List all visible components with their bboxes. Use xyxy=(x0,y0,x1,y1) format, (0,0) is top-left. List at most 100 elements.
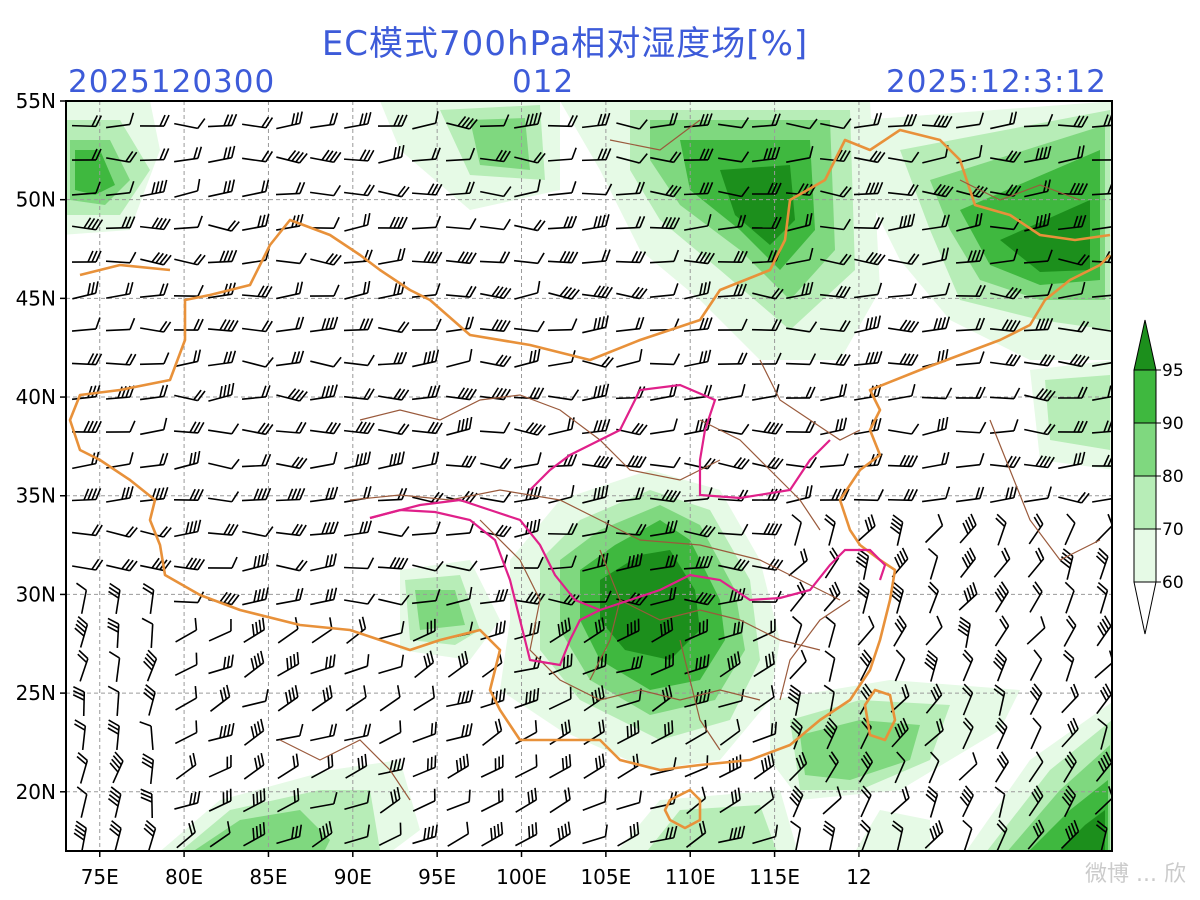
wind-barb xyxy=(139,352,170,366)
wind-barb xyxy=(173,421,205,434)
wind-barb xyxy=(615,181,646,196)
wind-barb xyxy=(411,183,443,196)
wind-barb xyxy=(445,181,475,196)
wind-barb xyxy=(717,318,748,331)
wind-barb xyxy=(717,523,749,536)
wind-barb xyxy=(107,617,120,649)
wind-barb xyxy=(275,350,305,367)
wind-barb xyxy=(825,751,839,783)
wind-barb xyxy=(1062,649,1075,682)
wind-barb xyxy=(853,217,885,230)
wind-barb xyxy=(854,315,882,334)
wind-barb xyxy=(378,281,406,300)
wind-barb xyxy=(751,590,782,603)
wind-barb xyxy=(446,689,474,708)
wind-barb xyxy=(684,213,712,231)
wind-barb xyxy=(751,352,782,365)
wind-barb xyxy=(888,151,920,163)
wind-barb xyxy=(921,486,951,503)
longitude-tick-label: 110E xyxy=(665,865,716,889)
wind-barb xyxy=(650,520,678,537)
wind-barb xyxy=(446,586,473,606)
wind-barb xyxy=(1030,717,1042,750)
watermark: 微博 ... 欣 xyxy=(1085,862,1186,887)
wind-barb xyxy=(411,421,443,435)
wind-barb xyxy=(106,112,135,129)
wind-barb xyxy=(514,280,541,300)
wind-barb xyxy=(925,683,943,714)
wind-barb xyxy=(649,216,681,230)
wind-barb xyxy=(176,820,196,849)
wind-barb xyxy=(893,615,907,647)
wind-barb xyxy=(140,320,172,333)
wind-barb xyxy=(72,217,104,231)
wind-barb xyxy=(786,485,813,504)
wind-barb xyxy=(786,118,818,130)
wind-barb xyxy=(650,151,682,164)
wind-barb xyxy=(344,520,373,537)
wind-barb xyxy=(1059,548,1074,580)
wind-barb xyxy=(786,145,814,163)
wind-barb xyxy=(72,451,100,470)
wind-barb xyxy=(411,147,441,162)
wind-barb xyxy=(446,723,473,742)
wind-barb xyxy=(71,384,101,401)
wind-barb xyxy=(685,820,707,848)
wind-barb xyxy=(994,581,1009,613)
wind-barb xyxy=(140,526,172,538)
wind-barb xyxy=(242,422,274,436)
wind-barb xyxy=(243,718,265,746)
wind-barb xyxy=(581,112,611,129)
wind-barb xyxy=(959,785,974,818)
wind-barb xyxy=(412,111,439,130)
wind-barb xyxy=(106,526,138,538)
wind-barb xyxy=(718,587,746,606)
wind-barb xyxy=(956,213,983,232)
wind-barb xyxy=(275,252,307,265)
wind-barb xyxy=(445,218,477,230)
wind-barb xyxy=(175,617,198,643)
wind-barb xyxy=(275,523,307,537)
wind-barb xyxy=(379,786,401,814)
colorbar-label: 70 xyxy=(1162,520,1184,540)
wind-barb xyxy=(142,583,155,615)
wind-barb xyxy=(717,283,747,298)
wind-barb xyxy=(174,790,201,810)
wind-barb xyxy=(891,547,909,578)
wind-barb xyxy=(959,513,977,544)
wind-barb xyxy=(515,787,538,813)
wind-barb xyxy=(650,184,682,198)
wind-barb xyxy=(208,382,235,402)
wind-barb xyxy=(650,489,681,503)
wind-barb xyxy=(345,753,368,779)
wind-barb xyxy=(71,317,101,332)
wind-barb xyxy=(888,423,920,435)
wind-barb xyxy=(139,452,169,469)
wind-barb xyxy=(718,117,750,129)
wind-barb xyxy=(242,116,274,129)
wind-barb xyxy=(583,617,605,644)
wind-barb xyxy=(1064,581,1075,614)
humidity-shading xyxy=(66,101,1112,851)
wind-barb xyxy=(616,553,643,572)
longitude-tick-label: 85E xyxy=(249,865,287,889)
wind-barb xyxy=(242,213,270,231)
wind-barb xyxy=(276,281,304,300)
wind-barb xyxy=(345,685,367,712)
wind-barb xyxy=(479,218,511,231)
wind-barb xyxy=(515,822,538,847)
wind-barb xyxy=(344,451,371,470)
wind-barb xyxy=(649,456,681,469)
wind-barb xyxy=(718,457,750,470)
wind-barb xyxy=(72,558,104,571)
wind-barb xyxy=(1028,785,1044,817)
wind-barb xyxy=(788,751,808,782)
wind-barb xyxy=(242,179,270,198)
wind-barb xyxy=(378,185,410,198)
wind-barb xyxy=(412,491,444,504)
wind-barb xyxy=(309,486,339,503)
wind-barb xyxy=(276,723,304,741)
wind-barb xyxy=(820,253,852,266)
wind-barb xyxy=(480,788,504,813)
latitude-tick-label: 30N xyxy=(16,582,56,606)
